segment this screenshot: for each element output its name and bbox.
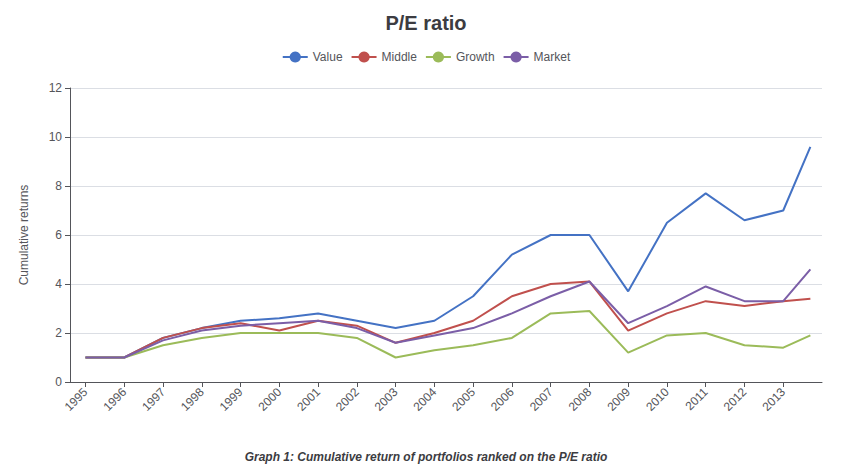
svg-text:Cumulative returns: Cumulative returns [17,185,31,286]
svg-text:2012: 2012 [721,385,750,414]
svg-text:10: 10 [49,130,63,144]
svg-text:Middle: Middle [382,50,418,64]
svg-text:Value: Value [313,50,343,64]
svg-text:Graph 1: Cumulative return of: Graph 1: Cumulative return of portfolios… [245,450,608,464]
svg-text:6: 6 [55,228,62,242]
svg-text:0: 0 [55,375,62,389]
svg-text:12: 12 [49,81,63,95]
svg-text:2007: 2007 [527,385,556,414]
svg-text:Growth: Growth [456,50,495,64]
svg-text:2011: 2011 [683,385,711,413]
svg-text:2010: 2010 [643,385,672,414]
svg-text:2013: 2013 [759,385,788,414]
svg-text:1996: 1996 [100,385,129,414]
svg-text:2001: 2001 [294,385,323,414]
svg-text:2005: 2005 [449,385,478,414]
svg-text:1997: 1997 [139,385,168,414]
svg-text:2008: 2008 [566,385,595,414]
svg-text:2004: 2004 [411,385,440,414]
svg-text:P/E ratio: P/E ratio [385,12,466,34]
svg-text:2006: 2006 [488,385,517,414]
svg-text:4: 4 [55,277,62,291]
svg-text:Market: Market [534,50,571,64]
svg-text:2009: 2009 [604,385,633,414]
svg-text:2003: 2003 [372,385,401,414]
svg-text:2002: 2002 [333,385,362,414]
svg-text:1995: 1995 [62,385,91,414]
svg-text:2000: 2000 [256,385,285,414]
svg-text:1999: 1999 [217,385,246,414]
svg-text:1998: 1998 [178,385,207,414]
svg-text:8: 8 [55,179,62,193]
svg-text:2: 2 [55,326,62,340]
